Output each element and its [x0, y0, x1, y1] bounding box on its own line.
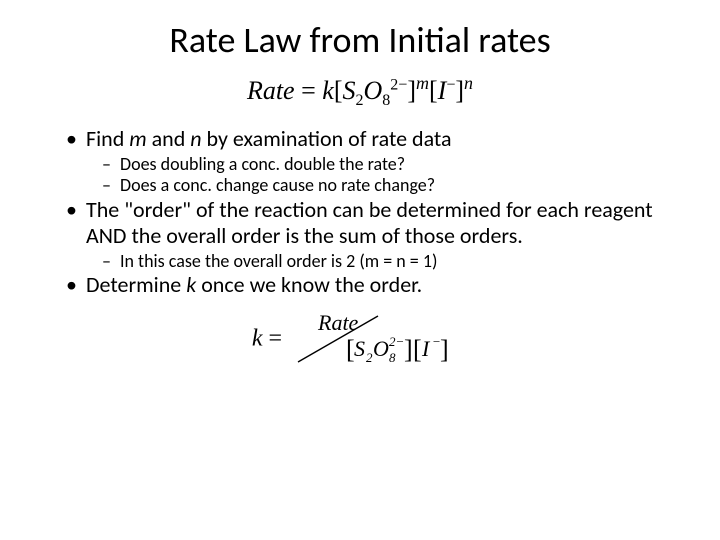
b1-post: by examination of rate data: [202, 125, 452, 152]
svg-text:8: 8: [389, 350, 396, 365]
svg-text:2: 2: [366, 350, 373, 365]
eq1-equals: =: [295, 76, 323, 105]
bullet-content: Find m and n by examination of rate data…: [50, 126, 670, 298]
eq1-exp-m: m: [416, 73, 429, 93]
eq1-k: k: [322, 76, 334, 105]
svg-text:I: I: [421, 336, 431, 361]
eq1-exp-n: n: [464, 73, 473, 93]
svg-text:]: ]: [404, 335, 413, 364]
eq1-charge2: −: [446, 76, 455, 93]
svg-text:[: [: [413, 335, 422, 364]
eq1-o-sub: 8: [382, 92, 390, 109]
svg-text:S: S: [354, 336, 365, 361]
b3-post: once we know the order.: [196, 271, 422, 298]
bullet-1a: Does doubling a conc. double the rate?: [102, 154, 670, 175]
b1-mid: and: [147, 125, 191, 152]
bullet-1: Find m and n by examination of rate data: [66, 126, 670, 152]
b1-pre: Find: [86, 125, 129, 152]
eq2-k: k: [252, 325, 263, 351]
rate-law-equation: Rate = k[S2O82−]m[I−]n: [50, 76, 670, 110]
eq1-rate: Rate: [247, 76, 295, 105]
eq2-denominator: [ S 2 O 8 2− ] [ I − ]: [346, 334, 449, 365]
svg-text:]: ]: [440, 335, 449, 364]
b1-m: m: [129, 125, 146, 152]
eq1-charge1: 2−: [390, 76, 407, 93]
eq1-o: O: [364, 76, 383, 105]
b3-pre: Determine: [86, 271, 186, 298]
b3-k: k: [186, 271, 196, 298]
svg-text:2−: 2−: [389, 334, 404, 349]
page-title: Rate Law from Initial rates: [50, 18, 670, 62]
k-equation: k = Rate [ S 2 O 8 2− ] [ I − ]: [50, 312, 670, 368]
b1-n: n: [190, 125, 201, 152]
eq2-equals: =: [263, 325, 289, 351]
bullet-1b: Does a conc. change cause no rate change…: [102, 175, 670, 196]
fraction-svg: Rate [ S 2 O 8 2− ] [ I − ]: [288, 312, 468, 368]
eq1-s: S: [343, 76, 356, 105]
bullet-2a: In this case the overall order is 2 (m =…: [102, 251, 670, 272]
svg-text:O: O: [373, 336, 389, 361]
eq1-s-sub1: 2: [356, 92, 364, 109]
bullet-3: Determine k once we know the order.: [66, 272, 670, 298]
bullet-2: The "order" of the reaction can be deter…: [66, 197, 670, 249]
